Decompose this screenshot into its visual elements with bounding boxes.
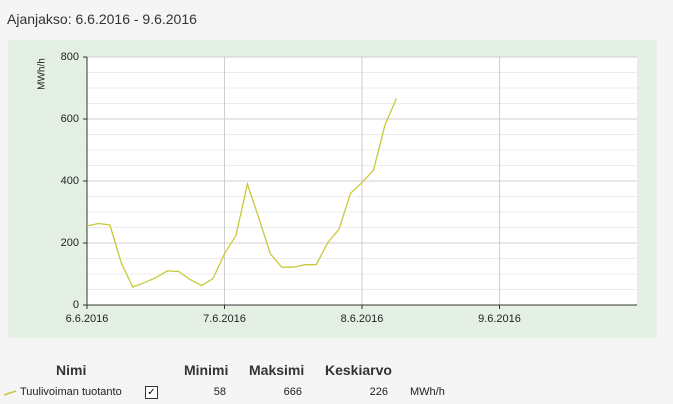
series-line bbox=[86, 98, 397, 288]
y-tick-label: 800 bbox=[61, 51, 79, 63]
y-tick-label: 600 bbox=[61, 113, 79, 125]
series-checkbox[interactable]: ✓ bbox=[145, 386, 158, 399]
legend-icon bbox=[3, 390, 17, 396]
y-tick-label: 0 bbox=[73, 299, 79, 311]
min-value: 58 bbox=[213, 386, 226, 398]
y-tick-label: 400 bbox=[61, 175, 79, 187]
chart: MWh/h 0 200 400 600 800 6.6.2016 7.6.2016 8.6.2… bbox=[37, 51, 637, 325]
x-tick-label: 6.6.2016 bbox=[66, 313, 109, 325]
series-name: Tuulivoiman tuotanto bbox=[20, 386, 122, 398]
y-axis-label: MWh/h bbox=[37, 58, 48, 90]
unit: MWh/h bbox=[410, 386, 445, 398]
x-tick-label: 8.6.2016 bbox=[341, 313, 384, 325]
col-header: Nimi bbox=[56, 362, 87, 378]
x-tick-label: 9.6.2016 bbox=[478, 313, 521, 325]
max-value: 666 bbox=[283, 386, 302, 398]
period-title: Ajanjakso: 6.6.2016 - 9.6.2016 bbox=[7, 11, 197, 27]
y-tick-label: 200 bbox=[61, 237, 79, 249]
x-tick-label: 7.6.2016 bbox=[203, 313, 246, 325]
col-header: Minimi bbox=[184, 362, 229, 378]
col-header: Maksimi bbox=[249, 362, 305, 378]
col-header: Keskiarvo bbox=[325, 362, 392, 378]
mean-value: 226 bbox=[369, 386, 388, 398]
